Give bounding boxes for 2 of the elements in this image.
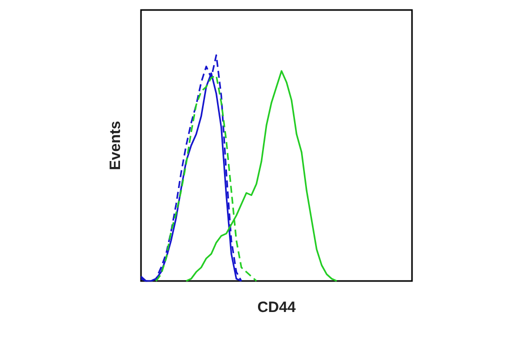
x-axis-title: CD44 — [257, 299, 296, 316]
y-axis-title: Events — [107, 120, 124, 170]
